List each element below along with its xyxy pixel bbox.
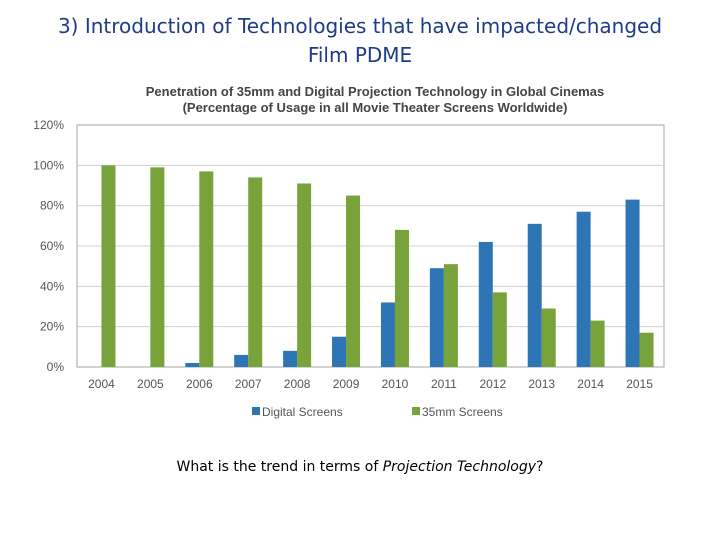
slide-title: 3) Introduction of Technologies that hav… [40,12,680,70]
y-tick-label: 80% [40,199,64,213]
bar-35mm-screens [590,320,605,367]
x-tick-label: 2005 [137,377,164,391]
y-axis-ticks: 0% 20% 40% 60% 80% 100% 120% [33,118,64,374]
x-tick-label: 2015 [626,377,653,391]
legend-label: Digital Screens [262,405,343,419]
bar-digital-screens [234,354,249,367]
x-tick-label: 2014 [577,377,604,391]
question-emphasis: Projection Technology [382,459,537,475]
x-tick-label: 2004 [88,377,115,391]
x-axis-ticks: 2004 2005 2006 2007 2008 2009 2010 2011 2012 2013… [88,377,653,391]
bar-35mm-screens [639,332,654,367]
chart-title: Penetration of 35mm and Digital Projecti… [146,84,604,99]
bar-35mm-screens [541,308,556,367]
legend: Digital Screens 35mm Screens [252,405,503,419]
question-suffix: ? [536,459,544,475]
grid-lines [77,164,664,328]
question-text: What is the trend in terms of Projection… [0,459,720,475]
bar-35mm-screens [101,165,116,367]
legend-label: 35mm Screens [422,405,503,419]
y-tick-label: 40% [40,279,64,293]
bar-35mm-screens [492,292,507,367]
x-tick-label: 2010 [382,377,409,391]
bars [101,165,654,367]
y-tick-label: 20% [40,320,64,334]
x-tick-label: 2013 [528,377,555,391]
bar-35mm-screens [394,229,409,367]
x-tick-label: 2011 [431,377,457,391]
y-tick-label: 0% [47,360,65,374]
bar-35mm-screens [443,264,458,367]
bar-digital-screens [478,241,493,367]
y-tick-label: 120% [33,118,64,132]
question-prefix: What is the trend in terms of [176,459,383,475]
y-tick-label: 100% [33,158,64,172]
bar-35mm-screens [199,171,214,367]
y-tick-label: 60% [40,239,64,253]
bar-35mm-screens [248,177,263,367]
legend-swatch [252,407,260,415]
x-tick-label: 2006 [186,377,213,391]
slide-title-line2: Film PDME [307,43,413,67]
bar-digital-screens [283,350,298,367]
bar-35mm-screens [346,195,361,367]
bar-digital-screens [576,211,591,367]
slide-title-line1: 3) Introduction of Technologies that hav… [57,14,663,38]
x-tick-label: 2007 [235,377,262,391]
bar-digital-screens [185,362,200,367]
bar-35mm-screens [297,183,312,367]
x-tick-label: 2008 [284,377,311,391]
bar-digital-screens [380,302,395,367]
legend-swatch [412,407,420,415]
bar-35mm-screens [150,167,165,367]
x-tick-label: 2009 [333,377,360,391]
chart-subtitle: (Percentage of Usage in all Movie Theate… [183,100,568,115]
bar-digital-screens [429,268,444,367]
x-tick-label: 2012 [479,377,506,391]
bar-digital-screens [527,223,542,367]
bar-digital-screens [332,336,347,367]
bar-digital-screens [625,199,640,367]
